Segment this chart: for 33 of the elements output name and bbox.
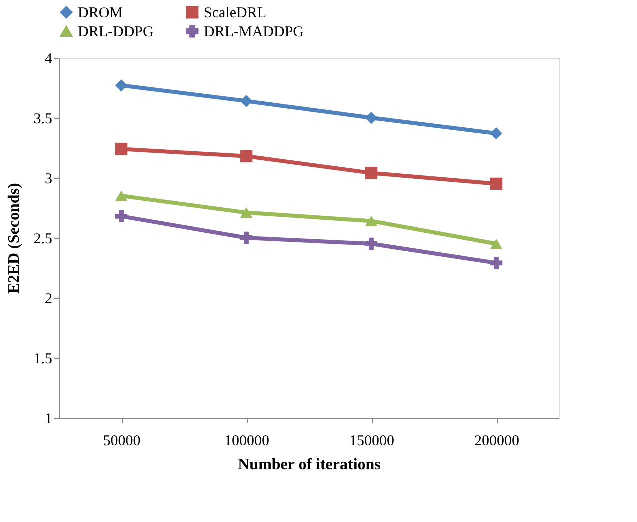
y-tick-label: 3 (45, 172, 52, 188)
legend-label: DRL-MADDPG (204, 24, 304, 40)
x-tick-label: 150000 (350, 434, 394, 450)
y-axis-title: E2ED (Seconds) (6, 183, 23, 294)
y-tick-label: 1.5 (34, 352, 52, 368)
x-axis-title: Number of iterations (238, 456, 381, 474)
x-tick-label: 100000 (224, 434, 270, 450)
point (240, 95, 253, 108)
point (240, 150, 253, 163)
y-tick-label: 3.5 (34, 112, 52, 128)
point (490, 178, 503, 190)
y-tick-label: 2 (45, 292, 52, 308)
point (365, 112, 378, 124)
y-tick-label: 2.5 (34, 232, 52, 248)
x-tick-label: 200000 (474, 434, 520, 450)
point (365, 238, 378, 250)
x-tick-label: 50000 (103, 434, 141, 450)
point (365, 216, 378, 227)
point (115, 190, 128, 202)
legend-label: DRL-DDPG (78, 24, 154, 40)
point (365, 167, 378, 180)
point (490, 238, 503, 250)
point (240, 232, 253, 244)
point (490, 127, 503, 140)
point (115, 143, 128, 156)
y-tick-label: 1 (45, 412, 52, 428)
legend-label: ScaleDRL (204, 6, 266, 22)
legend-label: DROM (78, 6, 124, 22)
point (490, 257, 503, 270)
y-tick-label: 4 (45, 52, 53, 68)
point (115, 79, 128, 92)
point (115, 210, 128, 223)
point (240, 207, 253, 218)
